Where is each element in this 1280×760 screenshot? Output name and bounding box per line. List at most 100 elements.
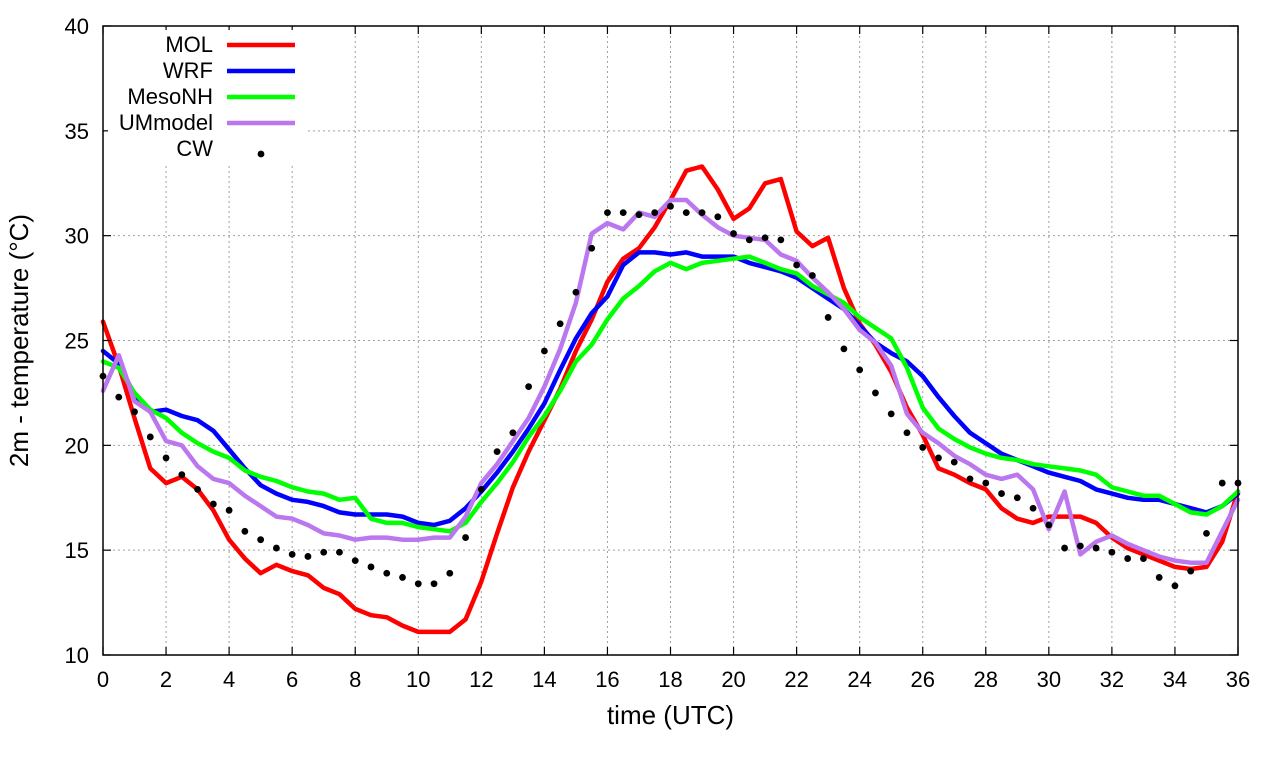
x-tick-label: 26 [910,667,934,692]
cw-point [872,389,879,397]
cw-point [383,569,391,577]
cw-point [1140,555,1147,562]
cw-point [1203,529,1210,537]
cw-point [1061,544,1068,552]
y-tick-label: 10 [65,643,89,668]
cw-point [651,209,659,217]
legend-item-cw: CW [176,136,265,161]
cw-point [162,454,170,462]
legend-swatch-point [257,150,265,158]
cw-point [288,550,296,558]
x-tick-label: 6 [286,667,298,692]
cw-point [604,209,611,217]
cw-point [635,211,643,219]
x-tick-label: 22 [784,667,808,692]
cw-point [131,408,138,416]
cw-point [209,500,217,508]
cw-point [462,534,469,541]
legend-item-ummodel: UMmodel [119,110,295,135]
y-tick-label: 35 [65,119,89,144]
cw-point [714,213,722,221]
legend-label: WRF [163,58,213,83]
series-ummodel [100,197,1241,565]
x-tick-label: 28 [974,667,998,692]
cw-point [146,433,154,441]
y-tick-label: 15 [65,538,89,563]
cw-point [982,479,990,487]
legend-item-mol: MOL [165,32,295,57]
cw-point [399,574,406,581]
legend-label: UMmodel [119,110,213,135]
cw-point [682,209,690,217]
cw-point [824,314,832,321]
cw-point [477,485,485,493]
cw-point [194,485,201,493]
cw-point [919,444,927,451]
axis-ticks: 0 2 4 6 8 10 12 14 16 18 20 22 24 26 28 30 32 34 361015202… [65,14,1251,692]
y-axis-title: 2m - temperature (°C) [4,214,34,467]
x-tick-label: 14 [532,667,556,692]
cw-point [966,475,974,483]
cw-point [540,347,548,355]
cw-point [493,448,501,456]
cw-point [414,580,422,588]
cw-point [367,563,375,571]
cw-point [1155,574,1163,581]
cw-point [588,244,596,252]
wrf-line [100,250,1241,528]
y-tick-label: 30 [65,224,89,249]
legend-item-wrf: WRF [163,58,295,83]
cw-point [745,236,753,244]
x-tick-label: 2 [160,667,172,692]
cw-point [1108,548,1116,556]
cw-point [351,557,359,565]
x-tick-label: 36 [1226,667,1250,692]
cw-point [257,536,265,544]
cw-point [1076,542,1084,550]
cw-point [887,410,895,418]
cw-point [840,345,848,353]
cw-point [1218,479,1226,487]
series-wrf [100,250,1241,528]
cw-point [730,230,737,237]
x-tick-label: 16 [595,667,619,692]
cw-point [903,429,911,437]
cw-point [115,393,123,401]
cw-point [793,261,801,269]
y-tick-label: 25 [65,329,89,354]
cw-point [509,429,517,437]
cw-point [808,272,816,279]
cw-point [1092,544,1100,552]
cw-point [336,548,343,556]
x-tick-label: 30 [1037,667,1061,692]
cw-point [304,553,312,560]
grid-lines [103,26,1238,655]
x-tick-label: 20 [721,667,745,692]
cw-point [225,506,233,514]
cw-point [998,490,1005,497]
legend-item-mesonh: MesoNH [127,84,295,109]
x-axis-title: time (UTC) [607,700,734,730]
x-tick-label: 24 [847,667,871,692]
cw-point [619,209,627,217]
series-mesonh [100,254,1241,534]
mesonh-line [100,254,1241,534]
x-tick-label: 32 [1100,667,1124,692]
cw-point [273,544,280,552]
y-tick-label: 40 [65,14,89,39]
x-tick-label: 18 [658,667,682,692]
cw-point [572,288,580,296]
x-tick-label: 8 [349,667,361,692]
series-group [99,164,1242,635]
cw-point [698,209,706,217]
cw-point [667,202,674,210]
y-tick-label: 20 [65,433,89,458]
cw-point [777,236,785,244]
cw-point [241,527,249,535]
cw-point [856,366,864,374]
cw-point [1171,582,1179,590]
cw-point [430,580,438,588]
